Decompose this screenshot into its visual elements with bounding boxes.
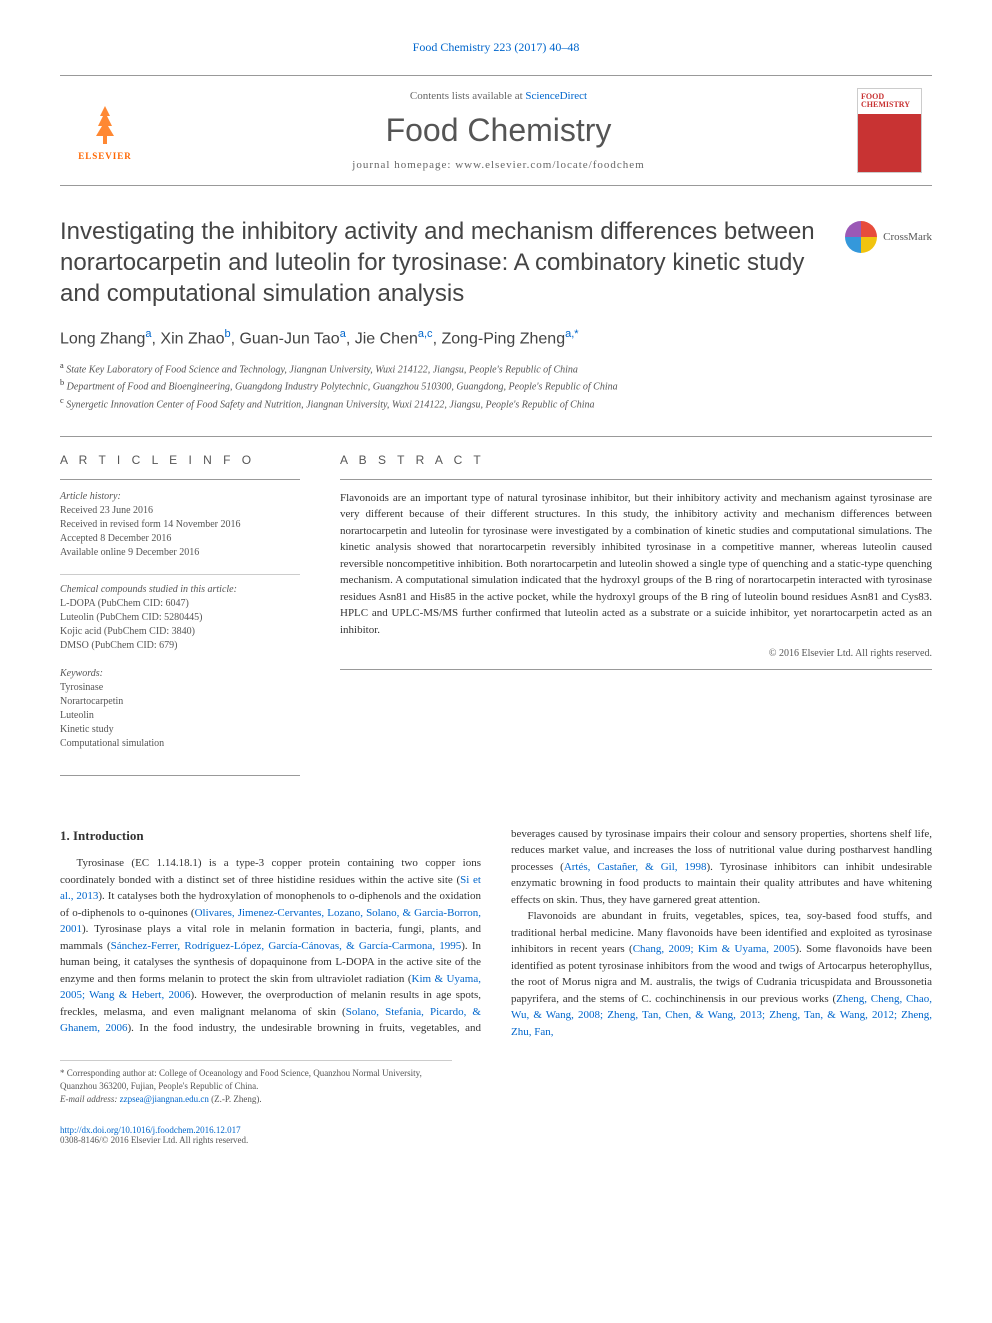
article-info-column: A R T I C L E I N F O Article history: R… — [60, 453, 300, 765]
homepage-line: journal homepage: www.elsevier.com/locat… — [140, 159, 857, 171]
masthead: ELSEVIER Contents lists available at Sci… — [60, 75, 932, 186]
issn-line: 0308-8146/© 2016 Elsevier Ltd. All right… — [60, 1135, 248, 1145]
reference-link[interactable]: Sánchez-Ferrer, Rodríguez-López, García-… — [111, 940, 462, 952]
compounds-label: Chemical compounds studied in this artic… — [60, 583, 300, 597]
journal-reference: Food Chemistry 223 (2017) 40–48 — [60, 40, 932, 55]
abstract-text: Flavonoids are an important type of natu… — [340, 490, 932, 639]
journal-name: Food Chemistry — [140, 112, 857, 149]
reference-link[interactable]: Chang, 2009; Kim & Uyama, 2005 — [633, 943, 796, 955]
history-list: Received 23 June 2016Received in revised… — [60, 504, 300, 560]
authors-line: Long Zhanga, Xin Zhaob, Guan-Jun Taoa, J… — [60, 328, 932, 348]
body-text: 1. Introduction Tyrosinase (EC 1.14.18.1… — [60, 826, 932, 1041]
section-title: 1. Introduction — [60, 826, 481, 846]
doi-block: http://dx.doi.org/10.1016/j.foodchem.201… — [60, 1125, 932, 1145]
article-title: Investigating the inhibitory activity an… — [60, 216, 825, 310]
history-label: Article history: — [60, 490, 300, 504]
abstract-header: A B S T R A C T — [340, 453, 932, 467]
crossmark-text: CrossMark — [883, 231, 932, 243]
affiliations: a State Key Laboratory of Food Science a… — [60, 360, 932, 412]
crossmark-icon — [845, 221, 877, 253]
keywords-list: TyrosinaseNorartocarpetinLuteolinKinetic… — [60, 681, 300, 751]
elsevier-logo[interactable]: ELSEVIER — [70, 88, 140, 173]
cover-label: FOOD CHEMISTRY — [861, 93, 921, 109]
homepage-url[interactable]: www.elsevier.com/locate/foodchem — [455, 159, 645, 171]
keywords-label: Keywords: — [60, 667, 300, 681]
journal-cover[interactable]: FOOD CHEMISTRY — [857, 88, 922, 173]
doi-link[interactable]: http://dx.doi.org/10.1016/j.foodchem.201… — [60, 1125, 241, 1135]
contents-line: Contents lists available at ScienceDirec… — [140, 90, 857, 102]
copyright: © 2016 Elsevier Ltd. All rights reserved… — [340, 648, 932, 659]
email-link[interactable]: zzpsea@jiangnan.edu.cn — [120, 1094, 209, 1104]
article-info-header: A R T I C L E I N F O — [60, 453, 300, 467]
abstract-column: A B S T R A C T Flavonoids are an import… — [340, 453, 932, 765]
footer-correspondence: * Corresponding author at: College of Oc… — [60, 1060, 452, 1105]
compounds-list: L-DOPA (PubChem CID: 6047)Luteolin (PubC… — [60, 597, 300, 653]
crossmark-badge[interactable]: CrossMark — [845, 221, 932, 253]
sciencedirect-link[interactable]: ScienceDirect — [525, 90, 587, 102]
reference-link[interactable]: Artés, Castañer, & Gil, 1998 — [564, 861, 707, 873]
tree-icon — [80, 101, 130, 151]
divider — [60, 436, 932, 437]
elsevier-text: ELSEVIER — [78, 151, 132, 161]
